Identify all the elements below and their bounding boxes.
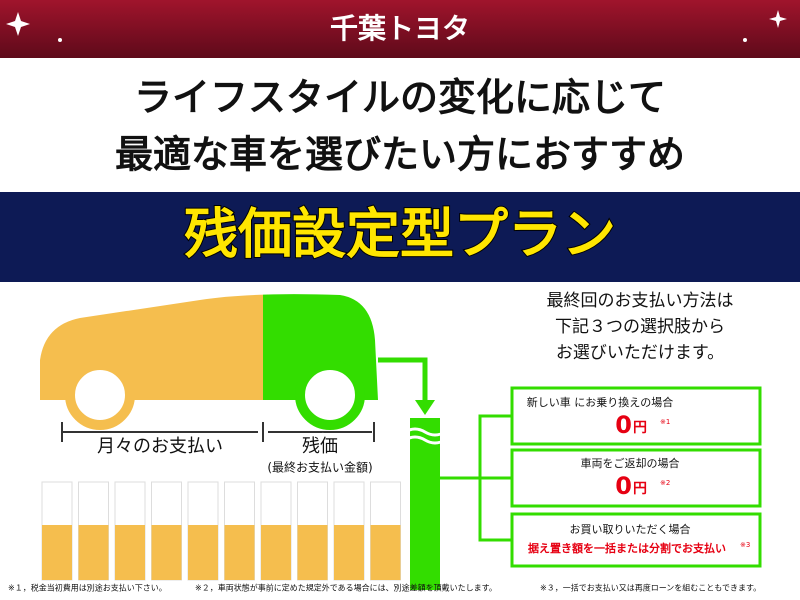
payment-bar xyxy=(261,525,291,580)
residual-note: (最終お支払い金額) xyxy=(267,460,372,475)
payment-bar xyxy=(78,525,109,580)
footnote: ※２，車両状態が事前に定めた規定外である場合には、別途差額を頂戴いたします。 xyxy=(195,583,497,593)
payment-bar xyxy=(115,525,145,580)
residual-bar xyxy=(410,418,440,590)
option-box xyxy=(510,386,762,446)
connectors xyxy=(440,414,512,542)
arrow-head xyxy=(415,400,435,415)
payment-bar xyxy=(297,525,328,580)
banner-bar xyxy=(0,192,800,282)
option-amount: 0 xyxy=(615,472,632,500)
option-label: 新しい車 にお乗り換えの場合 xyxy=(527,395,674,409)
option-amount: 0 xyxy=(615,411,632,439)
option-label: お買い取りいただく場合 xyxy=(570,522,691,536)
option-unit: 円 xyxy=(633,481,647,497)
payment-bar xyxy=(370,525,401,580)
option-box xyxy=(510,448,762,508)
wheel xyxy=(65,360,135,430)
payment-bar xyxy=(224,525,255,580)
option-note: ※3 xyxy=(740,541,750,549)
option-note: ※2 xyxy=(660,479,670,487)
option-unit: 円 xyxy=(633,420,647,436)
brand: 千葉トヨタ xyxy=(330,12,470,45)
footnote: ※１，税金当初費用は別途お支払い下さい。 xyxy=(8,583,167,593)
sparkles xyxy=(6,10,787,42)
wheel xyxy=(295,360,365,430)
headline: 最適な車を選びたい方におすすめ xyxy=(115,133,685,177)
residual-label: 残価 xyxy=(302,436,338,457)
option-note: ※1 xyxy=(660,418,670,426)
arrow xyxy=(378,357,428,405)
footnote: ※３，一括でお支払い又は再度ローンを組むこともできます。 xyxy=(540,583,761,593)
banner-title: 残価設定型プラン xyxy=(184,203,616,266)
span-arrows xyxy=(61,422,375,442)
option-label: 車両をご返却の場合 xyxy=(581,456,680,470)
break-mark xyxy=(404,427,446,445)
payment-bar xyxy=(151,525,182,580)
headline: ライフスタイルの変化に応じて xyxy=(134,76,666,120)
intro: 最終回のお支払い方法は xyxy=(547,291,734,311)
option-detail: 据え置き額を一括または分割でお支払い xyxy=(528,541,726,555)
payment-bar xyxy=(42,525,72,580)
intro: お選びいただけます。 xyxy=(556,343,724,363)
payment-bars xyxy=(41,481,401,581)
header-bar xyxy=(0,0,800,58)
intro: 下記３つの選択肢から xyxy=(555,317,725,337)
payment-bar xyxy=(188,525,218,580)
payment-bar xyxy=(334,525,364,580)
option-box xyxy=(510,512,762,568)
monthly-label: 月々のお支払い xyxy=(97,436,223,457)
